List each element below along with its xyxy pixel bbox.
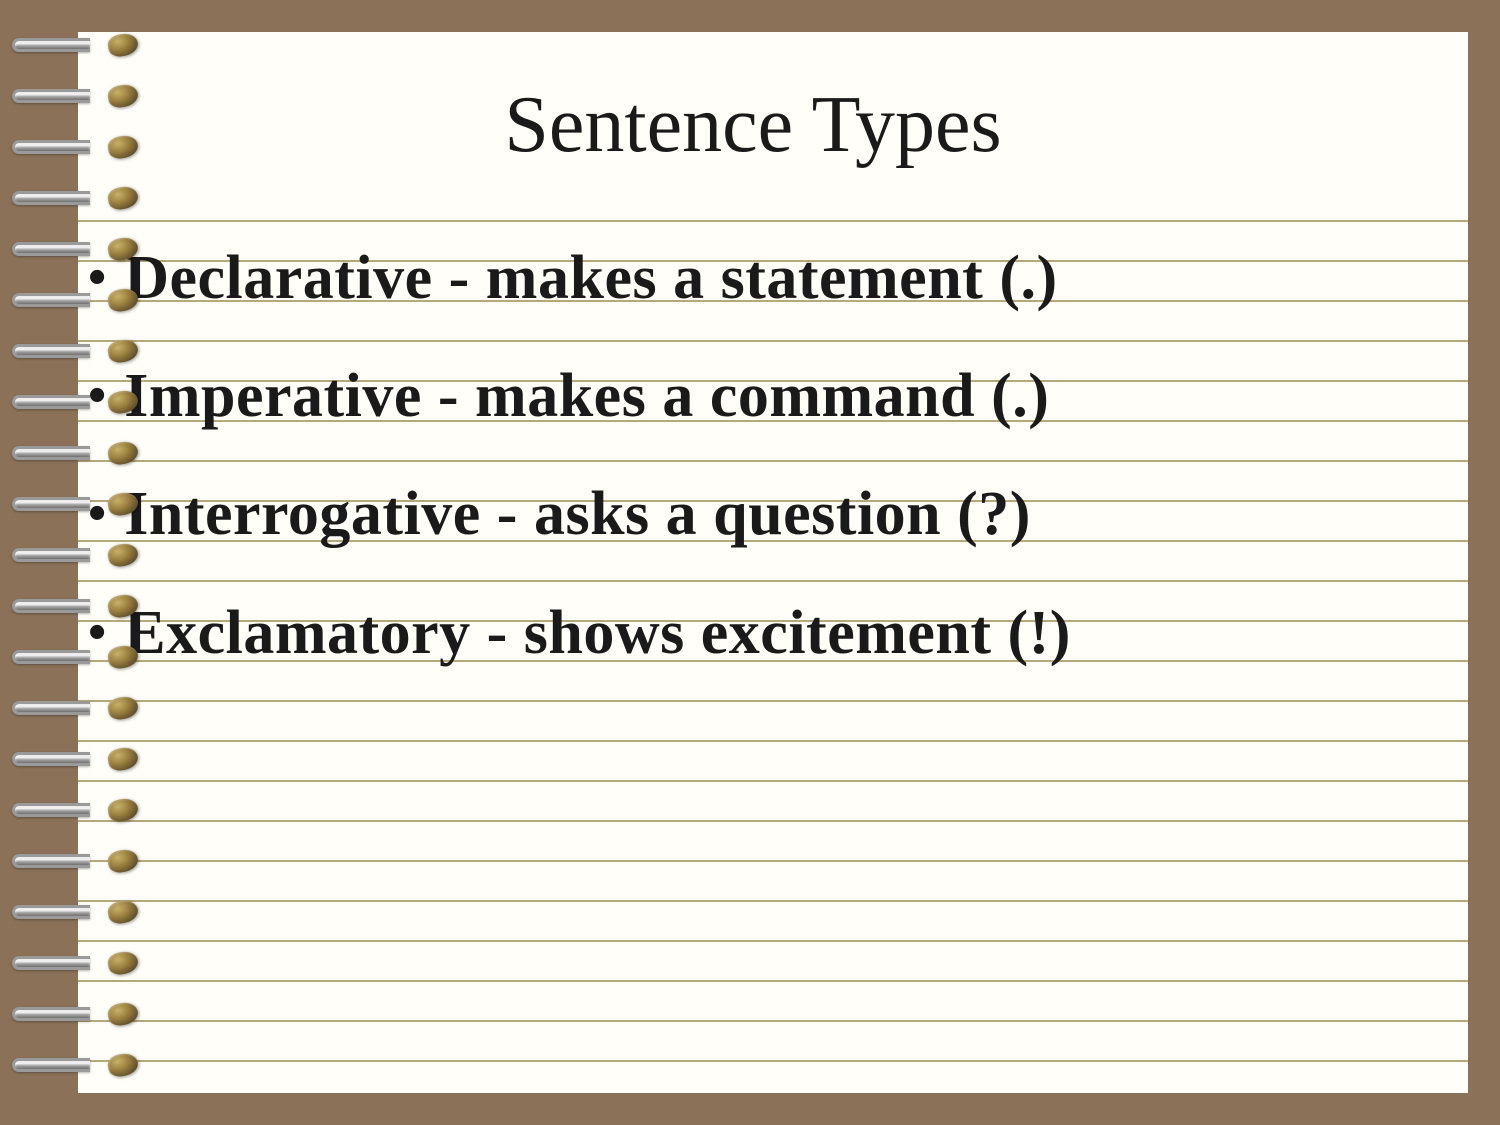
ring-tip xyxy=(106,134,139,161)
ring-tip xyxy=(106,899,139,926)
spiral-ring xyxy=(12,336,142,364)
spiral-ring xyxy=(12,948,142,976)
ring-wire xyxy=(12,1007,90,1021)
rule-line xyxy=(78,740,1468,742)
ring-tip xyxy=(106,695,139,722)
ring-wire xyxy=(12,701,90,715)
rule-line xyxy=(78,860,1468,862)
spiral-binding xyxy=(12,30,142,1095)
ring-wire xyxy=(12,599,90,613)
spiral-ring xyxy=(12,438,142,466)
ring-wire xyxy=(12,140,90,154)
list-item: • Declarative - makes a statement (.) xyxy=(88,244,1428,312)
rule-line xyxy=(78,940,1468,942)
bullet-text: Imperative - makes a command (.) xyxy=(124,362,1049,430)
ring-tip xyxy=(106,236,139,263)
rule-line xyxy=(78,220,1468,222)
spiral-ring xyxy=(12,846,142,874)
rule-line xyxy=(78,900,1468,902)
slide-title: Sentence Types xyxy=(78,80,1428,171)
spiral-ring xyxy=(12,132,142,160)
ring-wire xyxy=(12,242,90,256)
spiral-ring xyxy=(12,30,142,58)
ring-wire xyxy=(12,1058,90,1072)
ring-tip xyxy=(106,848,139,875)
ring-wire xyxy=(12,905,90,919)
list-item: • Imperative - makes a command (.) xyxy=(88,362,1428,430)
ring-wire xyxy=(12,38,90,52)
spiral-ring xyxy=(12,489,142,517)
spiral-ring xyxy=(12,387,142,415)
spiral-ring xyxy=(12,1050,142,1078)
ring-tip xyxy=(106,83,139,110)
rule-line xyxy=(78,820,1468,822)
ring-tip xyxy=(106,185,139,212)
spiral-ring xyxy=(12,795,142,823)
spiral-ring xyxy=(12,999,142,1027)
spiral-ring xyxy=(12,591,142,619)
bullet-text: Interrogative - asks a question (?) xyxy=(124,480,1031,548)
rule-line xyxy=(78,980,1468,982)
spiral-ring xyxy=(12,642,142,670)
ring-wire xyxy=(12,293,90,307)
ring-tip xyxy=(106,950,139,977)
ring-wire xyxy=(12,548,90,562)
ring-wire xyxy=(12,497,90,511)
ring-wire xyxy=(12,956,90,970)
ring-wire xyxy=(12,803,90,817)
bullet-list: • Declarative - makes a statement (.) • … xyxy=(88,244,1428,717)
ring-wire xyxy=(12,344,90,358)
rule-line xyxy=(78,1060,1468,1062)
ring-wire xyxy=(12,650,90,664)
spiral-ring xyxy=(12,744,142,772)
spiral-ring xyxy=(12,81,142,109)
ring-tip xyxy=(106,32,139,59)
ring-wire xyxy=(12,854,90,868)
ring-tip xyxy=(106,440,139,467)
ring-wire xyxy=(12,191,90,205)
ring-wire xyxy=(12,89,90,103)
ring-tip xyxy=(106,1001,139,1028)
ring-tip xyxy=(106,644,139,671)
rule-line xyxy=(78,1020,1468,1022)
spiral-ring xyxy=(12,183,142,211)
spiral-ring xyxy=(12,234,142,262)
list-item: • Interrogative - asks a question (?) xyxy=(88,480,1428,548)
ring-tip xyxy=(106,287,139,314)
slide-frame: Sentence Types • Declarative - makes a s… xyxy=(0,0,1500,1125)
bullet-text: Exclamatory - shows excitement (!) xyxy=(124,599,1071,667)
ring-wire xyxy=(12,395,90,409)
ring-tip xyxy=(106,338,139,365)
ring-tip xyxy=(106,593,139,620)
rule-line xyxy=(78,780,1468,782)
bullet-text: Declarative - makes a statement (.) xyxy=(124,244,1057,312)
spiral-ring xyxy=(12,540,142,568)
ring-tip xyxy=(106,797,139,824)
ring-tip xyxy=(106,1052,139,1079)
spiral-ring xyxy=(12,285,142,313)
ring-tip xyxy=(106,389,139,416)
ring-wire xyxy=(12,446,90,460)
ring-tip xyxy=(106,491,139,518)
ring-tip xyxy=(106,542,139,569)
list-item: • Exclamatory - shows excitement (!) xyxy=(88,599,1428,667)
ring-tip xyxy=(106,746,139,773)
spiral-ring xyxy=(12,897,142,925)
spiral-ring xyxy=(12,693,142,721)
ring-wire xyxy=(12,752,90,766)
notepad-paper: Sentence Types • Declarative - makes a s… xyxy=(78,32,1468,1093)
